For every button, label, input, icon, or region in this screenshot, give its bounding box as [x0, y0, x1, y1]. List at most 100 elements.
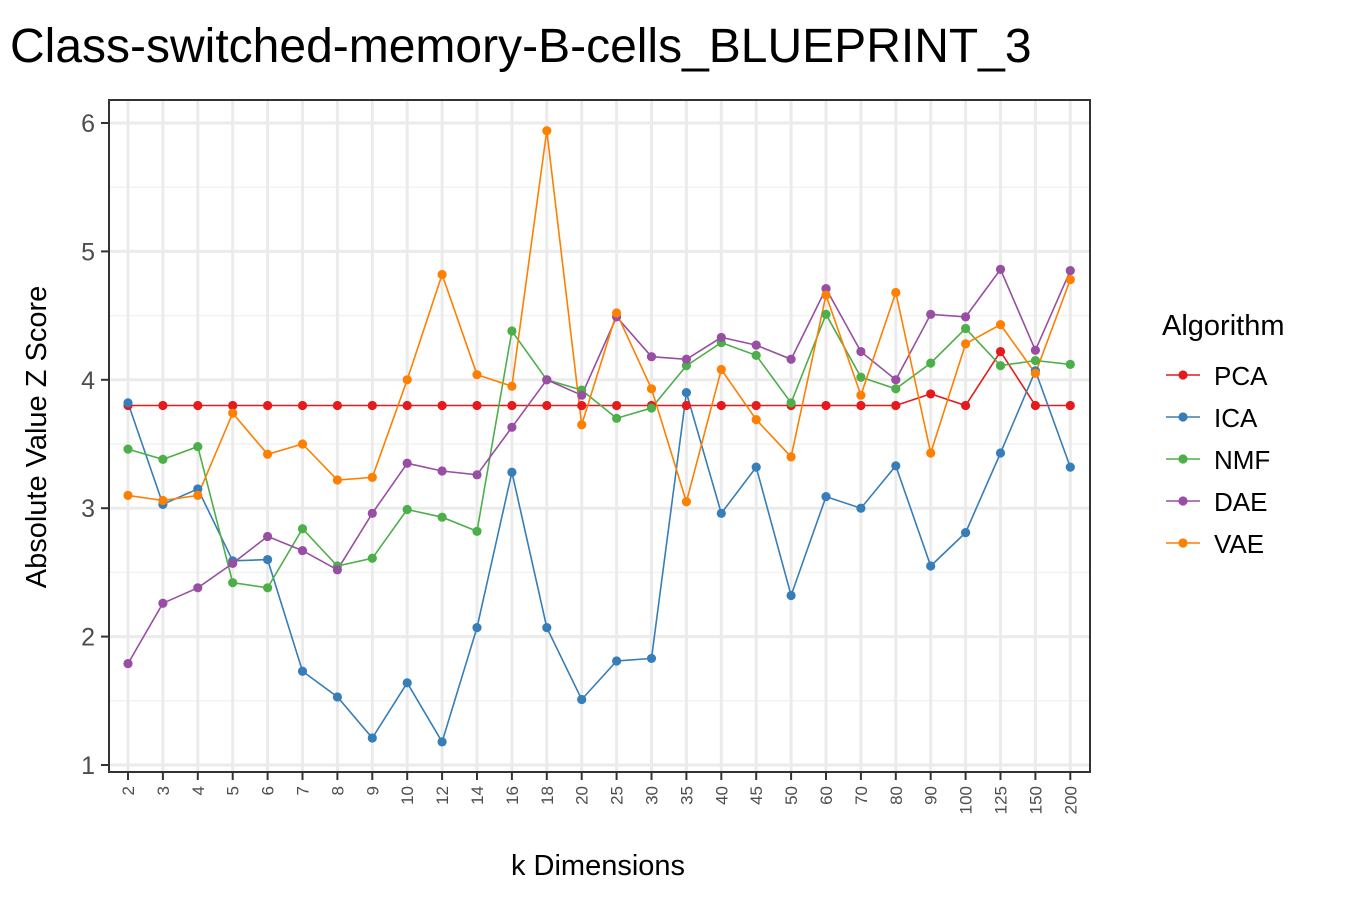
data-point-dae	[297, 545, 308, 556]
data-point-nmf	[367, 553, 377, 563]
data-point-nmf	[856, 372, 866, 382]
data-point-ica	[367, 733, 377, 743]
data-point-ica	[507, 467, 517, 477]
legend-title: Algorithm	[1162, 310, 1285, 342]
data-point-pca	[856, 400, 866, 411]
data-point-pca	[995, 346, 1006, 357]
data-point-ica	[332, 692, 342, 702]
x-tick-label: 125	[992, 786, 1011, 814]
data-point-dae	[402, 458, 412, 468]
x-tick-label: 150	[1026, 786, 1045, 814]
data-point-vae	[367, 472, 377, 482]
data-point-pca	[263, 400, 273, 411]
data-point-dae	[158, 598, 168, 608]
data-point-vae	[123, 490, 133, 500]
legend-marker	[1178, 496, 1188, 506]
data-point-pca	[297, 400, 308, 411]
plot-border	[108, 99, 1091, 773]
legend-item-pca: PCA	[1166, 361, 1268, 391]
data-point-ica	[472, 623, 482, 633]
chart-title: Class-switched-memory-B-cells_BLUEPRINT_…	[10, 20, 1032, 73]
data-point-ica	[612, 656, 622, 666]
data-point-dae	[716, 332, 726, 343]
data-point-ica	[786, 590, 796, 601]
data-point-ica	[681, 388, 692, 398]
data-point-vae	[542, 126, 552, 136]
legend-item-dae: DAE	[1166, 487, 1267, 517]
data-point-nmf	[297, 524, 308, 534]
legend-label: PCA	[1214, 361, 1268, 391]
data-point-pca	[472, 400, 482, 411]
y-axis: 1 2 3 4 5 6	[81, 110, 109, 780]
data-point-vae	[646, 384, 657, 394]
x-tick-label: 70	[852, 786, 871, 805]
x-axis-title: k Dimensions	[511, 850, 685, 882]
data-point-ica	[995, 448, 1006, 458]
data-point-nmf	[228, 578, 238, 588]
data-point-pca	[577, 400, 587, 411]
x-tick-label: 35	[677, 786, 696, 805]
y-tick-label: 3	[81, 495, 95, 523]
data-point-nmf	[263, 583, 273, 593]
data-point-ica	[542, 623, 552, 633]
data-point-dae	[856, 346, 866, 357]
legend-item-nmf: NMF	[1166, 445, 1270, 475]
data-point-vae	[891, 287, 901, 298]
data-point-vae	[926, 448, 936, 458]
data-point-ica	[297, 666, 308, 676]
data-point-ica	[821, 492, 831, 502]
data-point-dae	[472, 470, 482, 480]
data-point-nmf	[507, 326, 517, 336]
data-point-pca	[891, 400, 901, 411]
series-line-dae	[127, 267, 1072, 665]
x-tick-label: 8	[328, 786, 347, 795]
data-point-dae	[577, 390, 587, 400]
data-point-dae	[681, 354, 692, 364]
legend-item-ica: ICA	[1166, 403, 1258, 433]
x-tick-label: 10	[398, 786, 417, 805]
x-tick-label: 90	[922, 786, 941, 805]
data-point-dae	[995, 264, 1006, 274]
data-point-pca	[681, 400, 692, 411]
data-point-vae	[193, 490, 203, 500]
data-point-nmf	[961, 323, 971, 334]
data-point-nmf	[751, 350, 761, 361]
data-point-pca	[158, 400, 168, 411]
y-tick-label: 4	[81, 367, 95, 395]
x-tick-label: 14	[468, 786, 487, 805]
data-point-pca	[402, 400, 412, 411]
x-tick-label: 2	[119, 786, 138, 795]
data-point-pca	[542, 400, 552, 411]
plot-panel	[109, 100, 1090, 772]
data-point-ica	[123, 398, 133, 408]
data-point-nmf	[681, 361, 692, 371]
x-tick-label: 200	[1061, 786, 1080, 814]
x-tick-label: 12	[433, 786, 452, 805]
data-point-vae	[751, 415, 761, 425]
legend-marker	[1178, 454, 1188, 464]
data-point-ica	[193, 484, 203, 494]
x-tick-label: 20	[573, 786, 592, 805]
data-point-nmf	[891, 384, 901, 394]
data-point-pca	[612, 400, 622, 411]
x-tick-label: 45	[747, 786, 766, 805]
data-point-nmf	[612, 413, 622, 423]
legend-marker	[1178, 370, 1188, 380]
data-point-dae	[542, 375, 552, 385]
data-point-vae	[821, 290, 831, 300]
data-point-vae	[437, 269, 447, 280]
data-point-dae	[786, 354, 796, 364]
data-point-ica	[926, 561, 936, 571]
x-tick-label: 4	[189, 786, 208, 795]
data-point-vae	[228, 408, 238, 418]
data-point-dae	[507, 422, 517, 432]
data-point-dae	[332, 565, 342, 575]
y-tick-label: 2	[81, 624, 95, 652]
legend-item-vae: VAE	[1166, 529, 1264, 559]
x-tick-label: 16	[503, 786, 522, 805]
data-point-dae	[961, 312, 971, 322]
data-point-nmf	[786, 398, 796, 408]
data-point-nmf	[123, 444, 133, 454]
data-point-vae	[158, 495, 168, 506]
y-tick-label: 6	[81, 110, 95, 138]
